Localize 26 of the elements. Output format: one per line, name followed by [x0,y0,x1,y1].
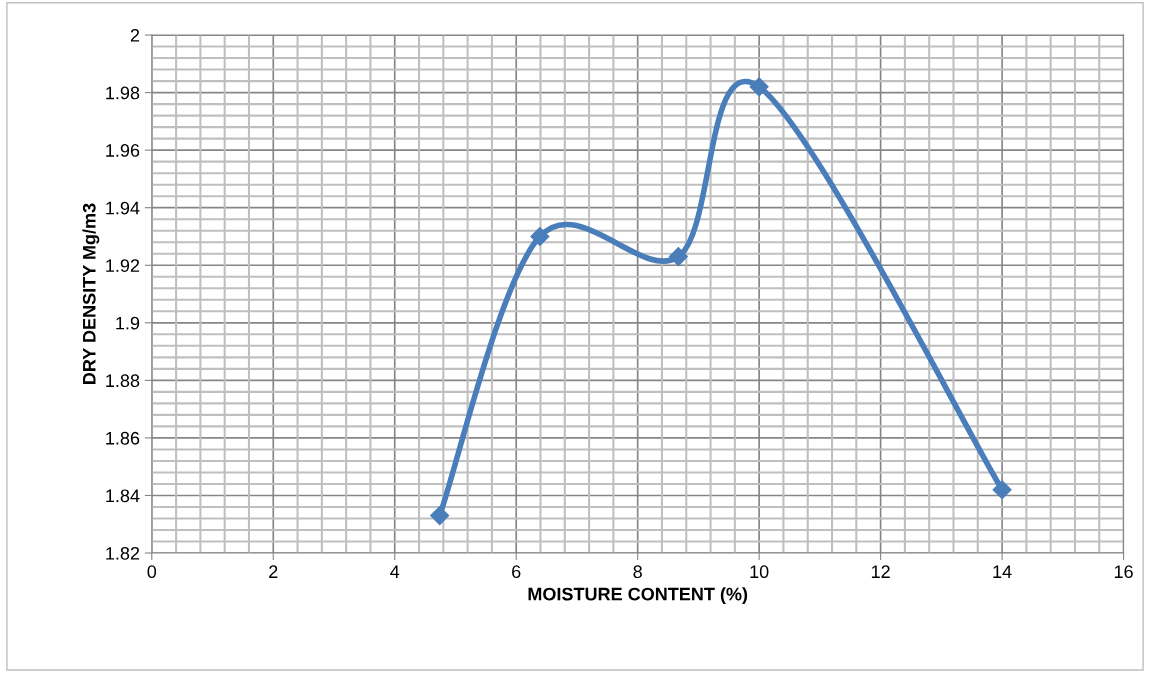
y-axis-title: DRY DENSITY Mg/m3 [82,203,100,384]
point [668,247,688,267]
x-tick-label: 8 [633,565,642,579]
y-tick-label: 1.84 [106,489,140,503]
y-tick-label: 1.9 [116,316,140,330]
y-tick-label: 2 [130,28,140,42]
x-tick-label: 4 [390,565,400,578]
x-tick-label: 0 [147,565,157,579]
x-tick-label: 6 [512,565,521,579]
x-axis-title: MOISTURE CONTENT (%) [528,587,748,605]
point [992,480,1012,500]
y-tick-label: 1.96 [106,144,140,157]
x-tick-label: 10 [750,565,769,579]
x-tick-label: 14 [993,565,1012,578]
y-tick-label: 1.92 [106,259,140,272]
y-tick-label: 1.86 [106,431,140,445]
point [430,506,450,526]
x-tick-label: 16 [1114,565,1133,579]
x-tick-label: 2 [269,565,278,578]
y-tick-label: 1.98 [106,86,140,100]
point [749,77,769,97]
y-tick-label: 1.88 [106,374,140,388]
x-tick-label: 12 [871,565,890,578]
y-tick-label: 1.82 [106,546,140,560]
y-tick-label: 1.94 [106,201,140,215]
point [530,226,550,247]
